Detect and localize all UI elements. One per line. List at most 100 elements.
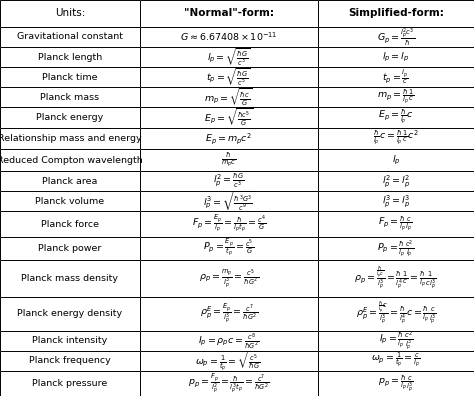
Bar [140,260,318,297]
Bar [140,149,318,171]
Bar [0,47,140,67]
Bar [140,67,318,87]
Text: Planck force: Planck force [41,219,99,228]
Text: Planck power: Planck power [38,244,101,253]
Bar [140,0,318,27]
Bar [0,371,140,396]
Text: Reduced Compton wavelength: Reduced Compton wavelength [0,156,143,165]
Bar [318,27,474,47]
Bar [0,149,140,171]
Bar [140,171,318,191]
Bar [318,128,474,149]
Bar [318,171,474,191]
Bar [0,128,140,149]
Bar [318,0,474,27]
Bar [0,47,140,67]
Bar [318,149,474,171]
Text: Planck mass: Planck mass [40,93,100,102]
Text: $m_p = \sqrt{\frac{\hbar c}{G}}$: $m_p = \sqrt{\frac{\hbar c}{G}}$ [204,87,253,108]
Bar [0,128,140,149]
Bar [140,297,318,331]
Bar [318,260,474,297]
Text: Planck intensity: Planck intensity [32,336,108,345]
Text: $l_p^2 = l_p^2$: $l_p^2 = l_p^2$ [382,173,410,189]
Bar [0,236,140,260]
Bar [0,191,140,211]
Bar [318,27,474,47]
Text: Planck energy density: Planck energy density [18,309,122,318]
Bar [0,67,140,87]
Bar [0,171,140,191]
Bar [140,191,318,211]
Text: $t_p = \sqrt{\frac{\hbar G}{c^5}}$: $t_p = \sqrt{\frac{\hbar G}{c^5}}$ [206,67,251,88]
Text: $E_p = \sqrt{\frac{\hbar c^5}{G}}$: $E_p = \sqrt{\frac{\hbar c^5}{G}}$ [204,107,253,128]
Bar [318,87,474,107]
Bar [0,87,140,107]
Bar [0,107,140,128]
Bar [140,236,318,260]
Bar [140,27,318,47]
Bar [0,211,140,236]
Text: $l_p$: $l_p$ [392,154,400,167]
Bar [0,331,140,351]
Bar [140,87,318,107]
Bar [0,211,140,236]
Bar [318,191,474,211]
Bar [140,47,318,67]
Bar [140,236,318,260]
Bar [140,128,318,149]
Text: $F_p = \frac{\hbar}{l_p} \frac{c}{l_p}$: $F_p = \frac{\hbar}{l_p} \frac{c}{l_p}$ [378,215,413,234]
Bar [140,0,318,27]
Bar [0,87,140,107]
Bar [0,260,140,297]
Bar [318,128,474,149]
Bar [140,87,318,107]
Text: $l_p^2 = \frac{\hbar G}{c^3}$: $l_p^2 = \frac{\hbar G}{c^3}$ [213,172,244,190]
Text: Simplified-form:: Simplified-form: [348,8,444,19]
Bar [318,236,474,260]
Bar [140,351,318,371]
Bar [318,331,474,351]
Text: $E_p = m_p c^2$: $E_p = m_p c^2$ [205,131,252,146]
Bar [0,371,140,396]
Bar [318,171,474,191]
Bar [0,260,140,297]
Bar [140,351,318,371]
Bar [0,0,140,27]
Bar [318,67,474,87]
Text: $G \approx 6.67408 \times 10^{-11}$: $G \approx 6.67408 \times 10^{-11}$ [180,30,277,43]
Bar [318,297,474,331]
Bar [0,0,140,27]
Bar [0,27,140,47]
Text: $l_p = l_p$: $l_p = l_p$ [382,51,410,64]
Bar [318,107,474,128]
Bar [0,351,140,371]
Text: Planck time: Planck time [42,73,98,82]
Bar [0,297,140,331]
Bar [140,331,318,351]
Bar [318,297,474,331]
Bar [318,351,474,371]
Text: $\rho_p = \frac{\frac{\hbar}{l_p c}}{l_p^3} = \frac{\hbar}{l_p^4} \frac{1}{c} = : $\rho_p = \frac{\frac{\hbar}{l_p c}}{l_p… [355,265,437,292]
Bar [0,351,140,371]
Text: $P_p = \frac{E_p}{t_p} = \frac{c^5}{G}$: $P_p = \frac{E_p}{t_p} = \frac{c^5}{G}$ [203,238,254,259]
Bar [140,331,318,351]
Text: $t_p = \frac{l_p}{c}$: $t_p = \frac{l_p}{c}$ [383,69,409,86]
Bar [318,47,474,67]
Bar [140,27,318,47]
Bar [318,0,474,27]
Bar [318,191,474,211]
Text: $p_p = \frac{F_p}{l_p^2} = \frac{\hbar}{l_p^3 t_p} = \frac{c^7}{\hbar G^2}$: $p_p = \frac{F_p}{l_p^2} = \frac{\hbar}{… [188,372,269,395]
Text: $I_p = \rho_p c = \frac{c^8}{\hbar G^2}$: $I_p = \rho_p c = \frac{c^8}{\hbar G^2}$ [198,331,260,350]
Text: Planck pressure: Planck pressure [32,379,108,388]
Text: Relationship mass and energy: Relationship mass and energy [0,134,142,143]
Text: Planck length: Planck length [38,53,102,61]
Text: $\rho_p^E = \frac{E_p}{l_p^3} = \frac{c^7}{\hbar G^2}$: $\rho_p^E = \frac{E_p}{l_p^3} = \frac{c^… [200,303,258,325]
Bar [140,260,318,297]
Bar [0,67,140,87]
Text: "Normal"-form:: "Normal"-form: [184,8,273,19]
Bar [140,107,318,128]
Bar [140,128,318,149]
Bar [318,211,474,236]
Bar [140,107,318,128]
